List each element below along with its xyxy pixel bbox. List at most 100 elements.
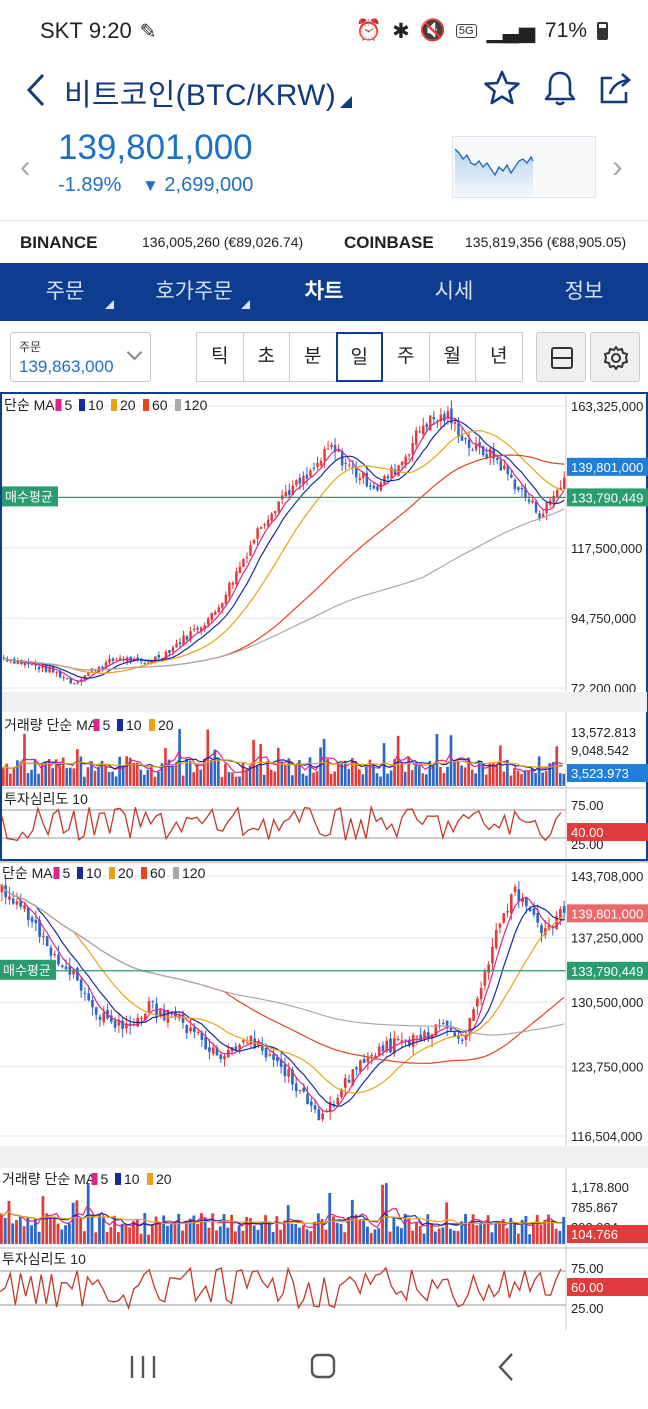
volume-bar[interactable]	[530, 767, 534, 786]
volume-bar[interactable]	[516, 770, 520, 786]
candle[interactable]	[419, 1034, 423, 1041]
volume-bar[interactable]	[350, 1199, 354, 1244]
volume-bar[interactable]	[501, 1219, 505, 1244]
volume-bar[interactable]	[396, 1226, 400, 1244]
candle[interactable]	[161, 657, 164, 659]
volume-bar[interactable]	[192, 772, 195, 786]
volume-bar[interactable]	[400, 762, 403, 786]
volume-bar[interactable]	[509, 775, 513, 786]
volume-bar[interactable]	[181, 775, 185, 786]
candle[interactable]	[491, 946, 494, 964]
volume-bar[interactable]	[418, 1225, 422, 1244]
period-month[interactable]: 월	[428, 332, 476, 382]
candle[interactable]	[309, 470, 312, 477]
candle[interactable]	[525, 898, 528, 907]
volume-bar[interactable]	[287, 758, 291, 786]
volume-bar[interactable]	[33, 758, 37, 786]
candle[interactable]	[175, 643, 178, 648]
candle[interactable]	[48, 666, 51, 673]
volume-bar[interactable]	[441, 1227, 445, 1244]
volume-bar[interactable]	[453, 761, 456, 786]
intraday-price-panel[interactable]: 143,708,000 137,250,000 130,500,000 123,750…	[0, 865, 648, 1166]
volume-bar[interactable]	[147, 1234, 150, 1244]
candle[interactable]	[366, 1057, 370, 1063]
candle[interactable]	[502, 913, 506, 923]
volume-bar[interactable]	[215, 1230, 218, 1244]
candle[interactable]	[11, 898, 15, 904]
candle[interactable]	[513, 886, 517, 893]
candle[interactable]	[256, 528, 259, 539]
volume-bar[interactable]	[90, 761, 93, 786]
volume-bar[interactable]	[474, 773, 477, 786]
volume-bar[interactable]	[264, 1215, 267, 1244]
volume-bar[interactable]	[139, 769, 143, 786]
volume-bar[interactable]	[343, 760, 347, 786]
candle[interactable]	[257, 1041, 260, 1046]
candle[interactable]	[298, 1089, 302, 1091]
volume-bar[interactable]	[361, 774, 365, 786]
volume-bar[interactable]	[173, 1223, 177, 1244]
volume-bar[interactable]	[248, 765, 252, 786]
volume-bar[interactable]	[111, 771, 114, 786]
volume-bar[interactable]	[260, 1222, 264, 1244]
volume-bar[interactable]	[319, 747, 322, 786]
candle[interactable]	[362, 1059, 366, 1063]
volume-bar[interactable]	[86, 767, 90, 786]
volume-bar[interactable]	[171, 764, 174, 786]
volume-bar[interactable]	[428, 760, 432, 786]
candle[interactable]	[136, 657, 139, 660]
candle[interactable]	[442, 1022, 445, 1024]
volume-bar[interactable]	[547, 1214, 550, 1244]
volume-bar[interactable]	[184, 1220, 188, 1244]
candle[interactable]	[494, 929, 498, 948]
candle[interactable]	[45, 936, 49, 947]
volume-bar[interactable]	[446, 766, 449, 786]
tab-chart[interactable]: 차트	[278, 263, 370, 321]
period-tick[interactable]: 틱	[196, 332, 244, 382]
volume-bar[interactable]	[202, 758, 206, 786]
candle[interactable]	[503, 465, 506, 470]
candle[interactable]	[414, 430, 418, 446]
candle[interactable]	[347, 464, 351, 466]
candle[interactable]	[383, 475, 386, 485]
volume-bar[interactable]	[456, 760, 460, 786]
candle[interactable]	[42, 935, 45, 938]
candle[interactable]	[347, 1079, 351, 1083]
candle[interactable]	[104, 662, 108, 668]
candle[interactable]	[185, 1024, 189, 1034]
prev-coin-button[interactable]: ‹	[20, 148, 31, 184]
candle[interactable]	[506, 911, 509, 913]
candle[interactable]	[83, 992, 87, 994]
volume-bar[interactable]	[157, 771, 160, 786]
volume-bar[interactable]	[231, 772, 234, 786]
candle[interactable]	[488, 448, 492, 459]
volume-bar[interactable]	[509, 1217, 513, 1244]
volume-bar[interactable]	[94, 1232, 98, 1244]
candle[interactable]	[340, 451, 344, 466]
volume-bar[interactable]	[58, 765, 62, 786]
volume-bar[interactable]	[475, 1225, 479, 1244]
volume-bar[interactable]	[67, 1223, 71, 1244]
candle[interactable]	[485, 454, 488, 459]
volume-bar[interactable]	[544, 770, 548, 786]
candle[interactable]	[242, 558, 245, 568]
volume-bar[interactable]	[76, 749, 79, 786]
candle[interactable]	[38, 920, 41, 937]
volume-bar[interactable]	[298, 760, 301, 786]
candle[interactable]	[377, 1046, 381, 1056]
candle[interactable]	[266, 519, 270, 527]
candle[interactable]	[143, 1013, 147, 1020]
candle[interactable]	[532, 908, 536, 915]
volume-bar[interactable]	[558, 1230, 562, 1244]
candle[interactable]	[223, 1055, 226, 1060]
candle[interactable]	[117, 1019, 121, 1026]
candle[interactable]	[520, 487, 524, 490]
chart-area[interactable]: 163,325,000 117,500,000 94,750,000 72,200,0…	[0, 392, 648, 1330]
candle[interactable]	[23, 905, 26, 910]
volume-bar[interactable]	[124, 1225, 128, 1244]
volume-bar[interactable]	[505, 1228, 509, 1244]
candle[interactable]	[245, 557, 249, 559]
order-price-select[interactable]: 주문 139,863,000	[10, 332, 151, 382]
candle[interactable]	[30, 663, 34, 666]
volume-bar[interactable]	[333, 771, 336, 786]
